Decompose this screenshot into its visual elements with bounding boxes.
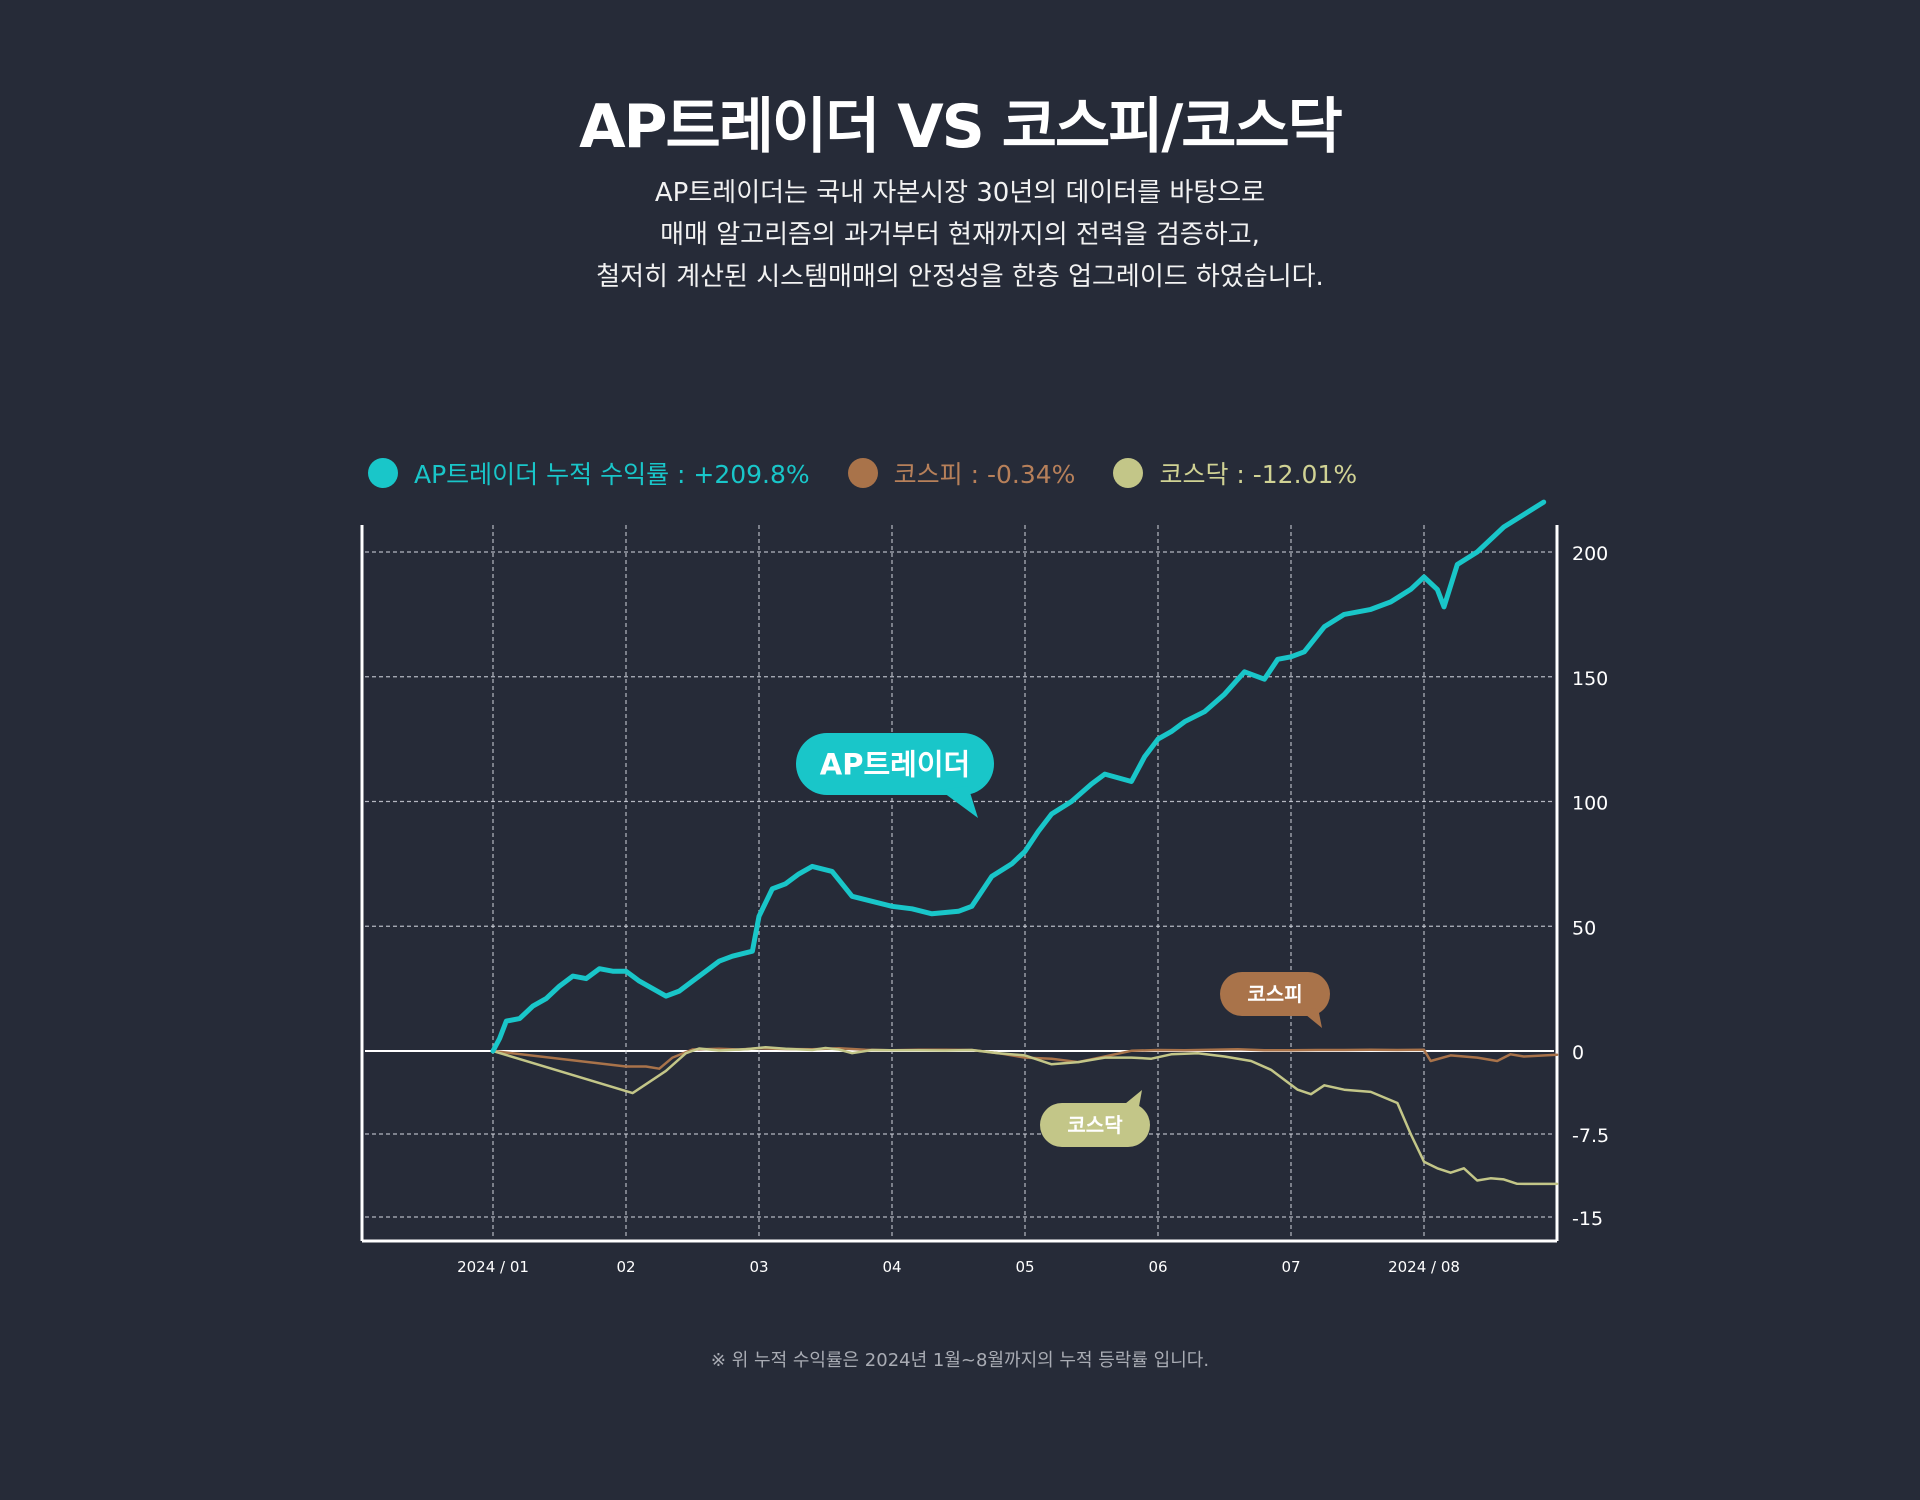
footnote: ※ 위 누적 수익률은 2024년 1월~8월까지의 누적 등락률 입니다. bbox=[710, 1350, 1210, 1371]
chart-legend: AP트레이더 누적 수익률 : +209.8% 코스피 : -0.34% 코스닥… bbox=[368, 455, 1395, 491]
x-tick-label: 07 bbox=[1281, 1258, 1300, 1276]
legend-label-ap: AP트레이더 누적 수익률 : +209.8% bbox=[414, 460, 810, 489]
legend-item-kospi: 코스피 : -0.34% bbox=[847, 455, 1076, 491]
callout-kospi: 코스피 bbox=[1220, 972, 1330, 1028]
x-tick-label: 2024 / 08 bbox=[1388, 1258, 1460, 1276]
callout-tail bbox=[1300, 1008, 1322, 1028]
y-tick-label: 150 bbox=[1572, 668, 1608, 690]
x-tick-label: 02 bbox=[616, 1258, 635, 1276]
y-tick-label: 0 bbox=[1572, 1042, 1584, 1064]
legend-dot-icon bbox=[368, 458, 398, 488]
y-tick-label: 100 bbox=[1572, 793, 1608, 815]
subtitle-line: AP트레이더는 국내 자본시장 30년의 데이터를 바탕으로 bbox=[654, 178, 1266, 208]
legend-dot-icon bbox=[1113, 458, 1144, 488]
y-tick-label: -15 bbox=[1572, 1208, 1603, 1230]
subtitle-line: 매매 알고리즘의 과거부터 현재까지의 전력을 검증하고, bbox=[660, 220, 1260, 250]
x-tick-label: 05 bbox=[1015, 1258, 1034, 1276]
callout-kosdaq: 코스닥 bbox=[1040, 1090, 1150, 1147]
legend-label-kosdaq: 코스닥 : -12.01% bbox=[1159, 460, 1358, 489]
callout-label: AP트레이더 bbox=[820, 747, 970, 781]
y-tick-label: 50 bbox=[1572, 917, 1596, 939]
series-line-kosdaq bbox=[491, 1046, 1559, 1186]
callout-bubble bbox=[1220, 972, 1330, 1016]
callout-label: 코스피 bbox=[1247, 982, 1302, 1006]
subtitle-line: 철저히 계산된 시스템매매의 안정성을 한층 업그레이드 하였습니다. bbox=[596, 262, 1324, 292]
x-tick-label: 2024 / 01 bbox=[457, 1258, 529, 1276]
legend-item-kosdaq: 코스닥 : -12.01% bbox=[1113, 455, 1357, 491]
callout-bubble bbox=[796, 733, 994, 795]
y-tick-label: -7.5 bbox=[1572, 1125, 1609, 1147]
legend-dot-icon bbox=[847, 458, 878, 488]
callout-bubble bbox=[1040, 1103, 1150, 1147]
callout-ap: AP트레이더 bbox=[796, 733, 994, 818]
page-subtitle: AP트레이더는 국내 자본시장 30년의 데이터를 바탕으로 매매 알고리즘의 … bbox=[0, 172, 1920, 298]
legend-item-ap: AP트레이더 누적 수익률 : +209.8% bbox=[368, 455, 810, 491]
callout-tail bbox=[1120, 1090, 1142, 1112]
page-title: AP트레이더 VS 코스피/코스닥 bbox=[579, 92, 1343, 162]
x-tick-label: 03 bbox=[749, 1258, 768, 1276]
y-tick-label: 200 bbox=[1572, 543, 1608, 565]
x-tick-label: 06 bbox=[1148, 1258, 1167, 1276]
legend-label-kospi: 코스피 : -0.34% bbox=[893, 460, 1076, 489]
callout-tail bbox=[940, 786, 978, 818]
callout-label: 코스닥 bbox=[1067, 1113, 1123, 1137]
series-line-ap bbox=[490, 499, 1547, 1054]
x-tick-label: 04 bbox=[882, 1258, 901, 1276]
